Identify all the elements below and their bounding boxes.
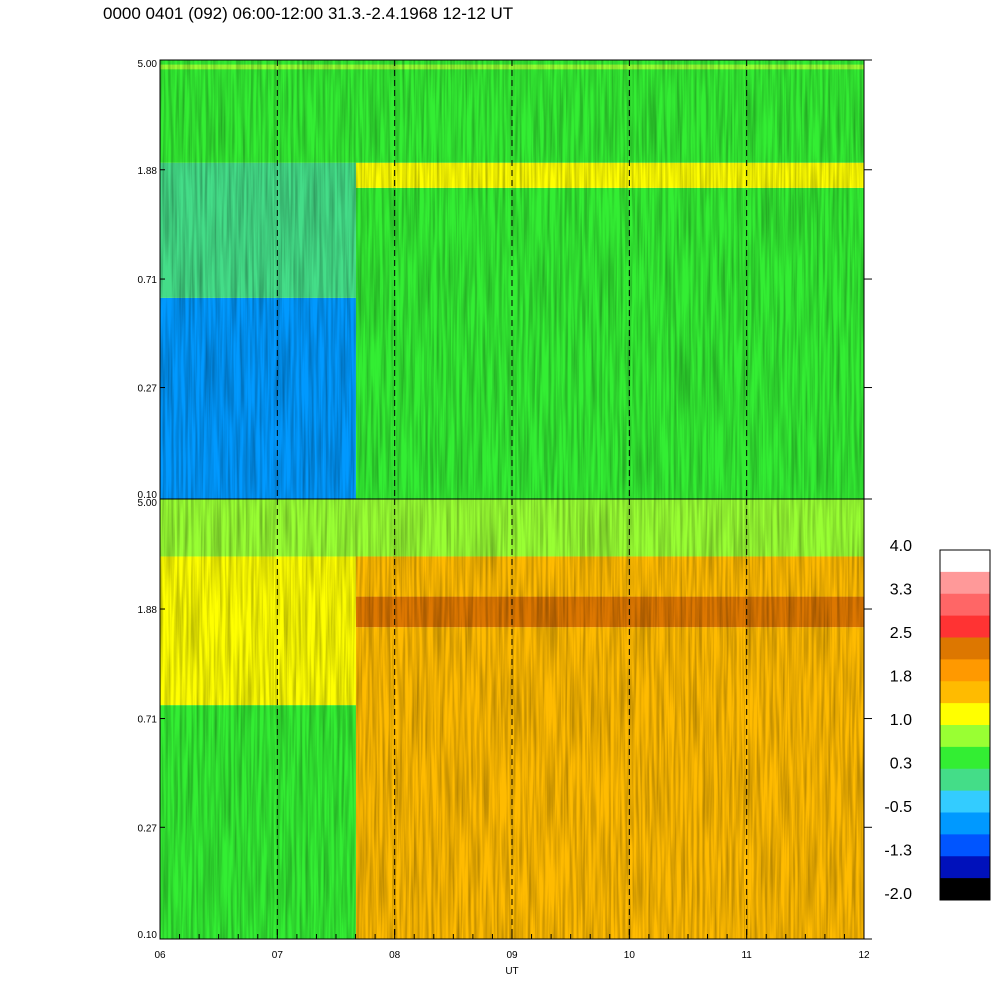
colorbar-frame (939, 549, 991, 901)
colorbar-label-8: -2.0 (884, 886, 912, 903)
colorbar-swatch-1 (940, 571, 990, 595)
colorbar-swatch-14 (940, 856, 990, 879)
xtick-label-4: 10 (624, 950, 636, 961)
bottom-ytick-label-3: 1.88 (138, 605, 158, 616)
bottom-ytick-label-4: 5.00 (138, 498, 158, 509)
colorbar-swatch-6 (940, 681, 990, 704)
colorbar-label-4: 1.0 (890, 712, 912, 729)
colorbar-swatch-3 (940, 615, 990, 638)
colorbar-swatch-13 (940, 834, 990, 857)
xtick-label-0: 06 (154, 950, 166, 961)
top-ytick-label-1: 0.27 (138, 384, 158, 395)
colorbar-label-5: 0.3 (890, 756, 912, 773)
colorbar-swatch-15 (940, 878, 990, 901)
chart-title: 0000 0401 (092) 06:00-12:00 31.3.-2.4.19… (103, 4, 514, 23)
colorbar-swatch-9 (940, 746, 990, 770)
colorbar-swatch-2 (940, 593, 990, 617)
colorbar-label-6: -0.5 (884, 799, 912, 816)
colorbar-swatch-8 (940, 725, 990, 748)
colorbar-label-0: 4.0 (890, 538, 912, 555)
colorbar-swatch-11 (940, 790, 990, 813)
colorbar: 4.0 3.3 2.5 1.8 1.0 0.3 -0.5 -1.3 -2.0 (884, 538, 991, 903)
colorbar-swatch-5 (940, 659, 990, 682)
top-ytick-label-3: 1.88 (138, 166, 158, 177)
bottom-panel: 0.10 0.27 0.71 1.88 5.00 06 07 08 09 10 11 12 UT (138, 498, 872, 977)
colorbar-label-2: 2.5 (890, 625, 912, 642)
bottom-ytick-label-0: 0.10 (138, 930, 158, 941)
xtick-label-3: 09 (506, 950, 518, 961)
colorbar-swatch-0 (940, 550, 990, 573)
top-ytick-label-2: 0.71 (138, 275, 158, 286)
colorbar-swatch-4 (940, 637, 990, 660)
x-axis-label: UT (505, 966, 518, 977)
xtick-label-1: 07 (272, 950, 284, 961)
xtick-label-6: 12 (858, 950, 870, 961)
xtick-label-2: 08 (389, 950, 401, 961)
bottom-ytick-label-1: 0.27 (138, 823, 158, 834)
xtick-label-5: 11 (741, 950, 752, 961)
colorbar-label-7: -1.3 (884, 843, 912, 860)
top-ytick-label-0: 0.10 (138, 490, 158, 501)
top-ytick-label-4: 5.00 (138, 59, 158, 70)
top-panel: 0.10 0.27 0.71 1.88 5.00 (138, 59, 872, 501)
colorbar-swatch-12 (940, 812, 990, 835)
bottom-ytick-label-2: 0.71 (138, 715, 158, 726)
colorbar-swatch-7 (940, 703, 990, 726)
colorbar-label-1: 3.3 (890, 582, 912, 599)
colorbar-label-3: 1.8 (890, 669, 912, 686)
colorbar-swatch-10 (940, 768, 990, 792)
